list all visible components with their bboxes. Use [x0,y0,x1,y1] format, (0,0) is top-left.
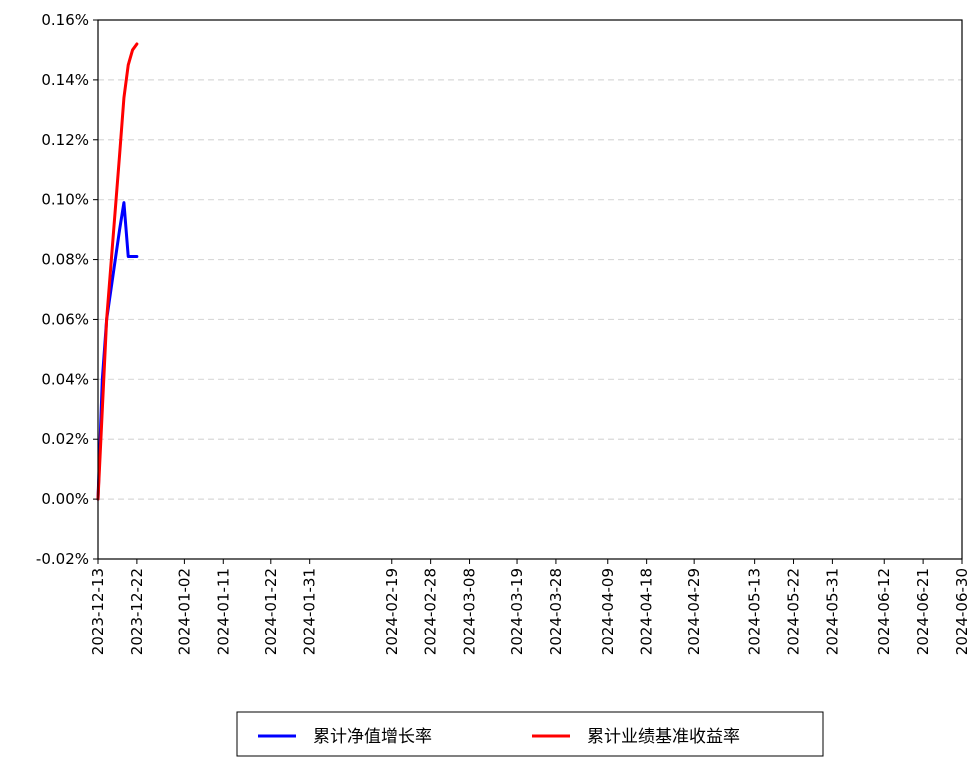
y-tick-label: 0.08% [41,251,89,269]
x-tick-label: 2024-04-29 [685,568,703,655]
x-tick-label: 2024-03-28 [547,568,565,655]
x-tick-label: 2024-03-08 [461,568,479,655]
series-line-2 [96,42,139,501]
y-tick-label: 0.10% [41,191,89,209]
legend-label: 累计净值增长率 [313,727,432,747]
x-tick-label: 2024-02-19 [383,568,401,655]
x-axis: 2023-12-13 2023-12-22 2024-01-02 2024-01-11… [89,559,970,655]
x-tick-label: 2023-12-22 [128,568,146,655]
legend: 累计净值增长率 累计业绩基准收益率 [236,711,824,757]
legend-label: 累计业绩基准收益率 [587,727,740,747]
x-tick-label: 2024-02-28 [422,568,440,655]
x-tick-label: 2024-01-02 [175,568,193,655]
x-tick-label: 2024-04-09 [599,568,617,655]
plot-frame [97,19,963,560]
y-tick-label: 0.00% [41,490,89,508]
series-lines [96,42,139,501]
y-tick-label: 0.04% [41,370,89,388]
y-tick-label: 0.12% [41,131,89,149]
y-axis: -0.02% 0.00% 0.02% 0.04% 0.06% 0.08% 0.10% 0.12… [36,11,98,568]
x-tick-label: 2024-01-11 [214,568,232,655]
x-tick-label: 2024-06-12 [875,568,893,655]
x-tick-label: 2024-05-22 [785,568,803,655]
x-tick-label: 2024-06-30 [953,568,970,655]
y-tick-label: 0.02% [41,430,89,448]
x-tick-label: 2024-01-22 [262,568,280,655]
y-tick-label: -0.02% [36,550,89,568]
y-tick-label: 0.14% [41,71,89,89]
y-tick-label: 0.06% [41,310,89,328]
x-tick-label: 2024-04-18 [638,568,656,655]
grid-lines [98,79,962,500]
x-tick-label: 2024-03-19 [508,568,526,655]
y-tick-label: 0.16% [41,11,89,29]
x-tick-label: 2024-05-13 [746,568,764,655]
x-tick-label: 2024-05-31 [823,568,841,655]
x-tick-label: 2024-01-31 [301,568,319,655]
legend-box [236,711,824,757]
x-tick-label: 2024-06-21 [914,568,932,655]
x-tick-label: 2023-12-13 [89,568,107,655]
